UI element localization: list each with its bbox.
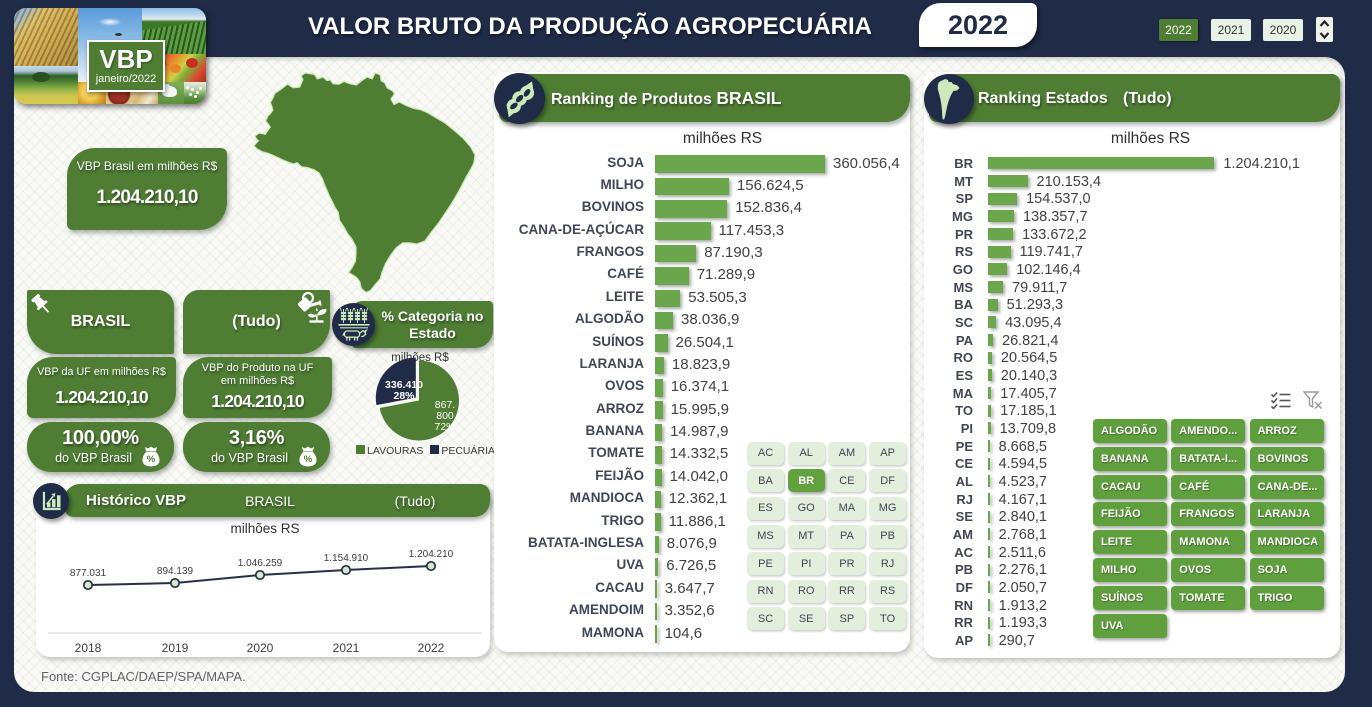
svg-text:%: % — [304, 454, 313, 465]
svg-text:2018: 2018 — [75, 641, 102, 655]
svg-text:1.154.910: 1.154.910 — [324, 553, 369, 564]
svg-text:2019: 2019 — [162, 641, 189, 655]
svg-text:877.031: 877.031 — [70, 568, 107, 579]
svg-text:1.204.210: 1.204.210 — [409, 549, 454, 560]
svg-text:1.046.259: 1.046.259 — [238, 558, 283, 569]
svg-text:894.139: 894.139 — [157, 566, 194, 577]
svg-text:%: % — [147, 454, 156, 465]
svg-text:2021: 2021 — [333, 641, 360, 655]
svg-text:2022: 2022 — [418, 641, 445, 655]
svg-text:2020: 2020 — [247, 641, 274, 655]
